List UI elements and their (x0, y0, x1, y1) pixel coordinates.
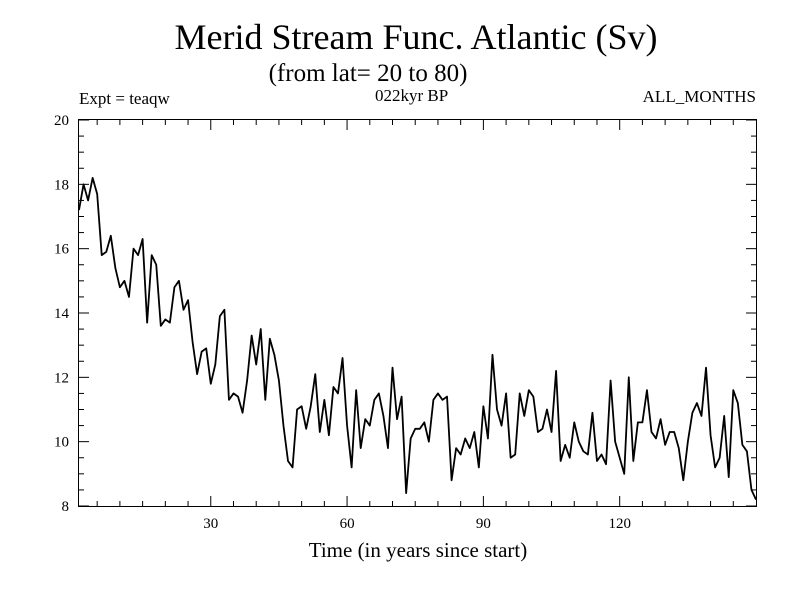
axis-tick-labels: 8 10 12 14 16 18 20 30 60 90 120 (54, 113, 631, 532)
months-label: ALL_MONTHS (642, 87, 756, 106)
axis-ticks (79, 119, 756, 507)
y-tick-label: 18 (54, 177, 69, 193)
y-tick-label: 8 (62, 499, 70, 515)
y-tick-label: 10 (54, 435, 69, 451)
x-axis-label: Time (in years since start) (308, 538, 528, 562)
x-tick-label: 120 (608, 516, 631, 532)
plot-frame (78, 119, 757, 507)
series-layer (78, 176, 757, 500)
y-tick-label: 16 (54, 242, 70, 258)
y-tick-label: 20 (54, 113, 69, 129)
chart-title: Merid Stream Func. Atlantic (Sv) (174, 17, 658, 57)
x-tick-label: 90 (476, 516, 491, 532)
y-tick-label: 14 (54, 306, 70, 322)
y-tick-label: 12 (54, 370, 69, 386)
chart-subtitle: (from lat= 20 to 80) (268, 60, 468, 87)
experiment-label: Expt = teaqw (79, 89, 170, 108)
x-tick-label: 60 (340, 516, 355, 532)
x-tick-label: 30 (203, 516, 218, 532)
series-line (78, 176, 757, 500)
period-label: 022kyr BP (375, 86, 449, 105)
